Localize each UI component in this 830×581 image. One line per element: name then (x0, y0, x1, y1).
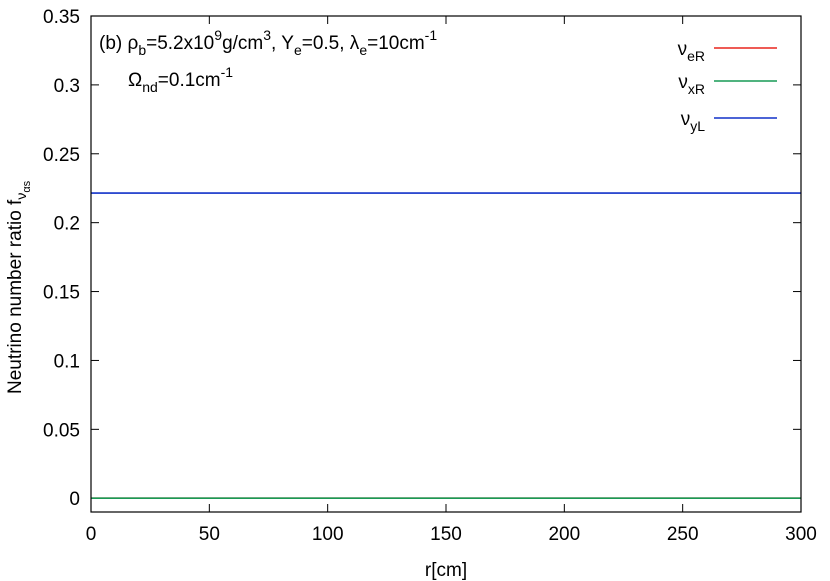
legend-label-eR: νeR (678, 39, 705, 64)
series-layer (91, 192, 801, 500)
y-label-subsub: αs (21, 180, 33, 192)
y-tick-label-3: 0.15 (43, 283, 80, 304)
y-tick-label-4: 0.2 (54, 214, 80, 235)
y-tick-label-1: 0.05 (43, 420, 80, 441)
x-tick-label-2: 100 (312, 524, 344, 545)
x-axis-label: r[cm] (425, 560, 467, 581)
y-axis-label-group: Neutrino number ratio fναs (5, 180, 33, 394)
annotation-line-2: Ωnd=0.1cm-1 (128, 64, 233, 95)
x-tick-labels: 0 50 100 150 200 250 300 (86, 524, 817, 545)
y-tick-label-6: 0.3 (54, 76, 80, 97)
y-label-sub: ν (13, 193, 29, 200)
y-axis-label: Neutrino number ratio fναs (5, 180, 33, 394)
y-tick-labels: 0 0.05 0.1 0.15 0.2 0.25 0.3 0.35 (43, 7, 80, 510)
x-tick-label-4: 200 (548, 524, 580, 545)
y-tick-label-2: 0.1 (54, 351, 80, 372)
x-tick-label-1: 50 (199, 524, 220, 545)
legend: νeR νxR νyL (678, 39, 777, 134)
y-tick-label-7: 0.35 (43, 7, 80, 28)
x-tick-label-0: 0 (86, 524, 97, 545)
plot-frame (90, 15, 802, 513)
parameter-annotation: (b) ρb=5.2x109g/cm3, Ye=0.5, λe=10cm-1 Ωn… (99, 27, 437, 95)
annotation-line-1: (b) ρb=5.2x109g/cm3, Ye=0.5, λe=10cm-1 (99, 27, 437, 58)
y-tick-label-5: 0.25 (43, 145, 80, 166)
legend-label-yL: νyL (681, 109, 706, 134)
y-tick-label-0: 0 (69, 489, 80, 510)
x-tick-label-5: 250 (667, 524, 699, 545)
x-tick-label-6: 300 (785, 524, 817, 545)
legend-label-xR: νxR (678, 72, 705, 97)
x-tick-label-3: 150 (430, 524, 462, 545)
